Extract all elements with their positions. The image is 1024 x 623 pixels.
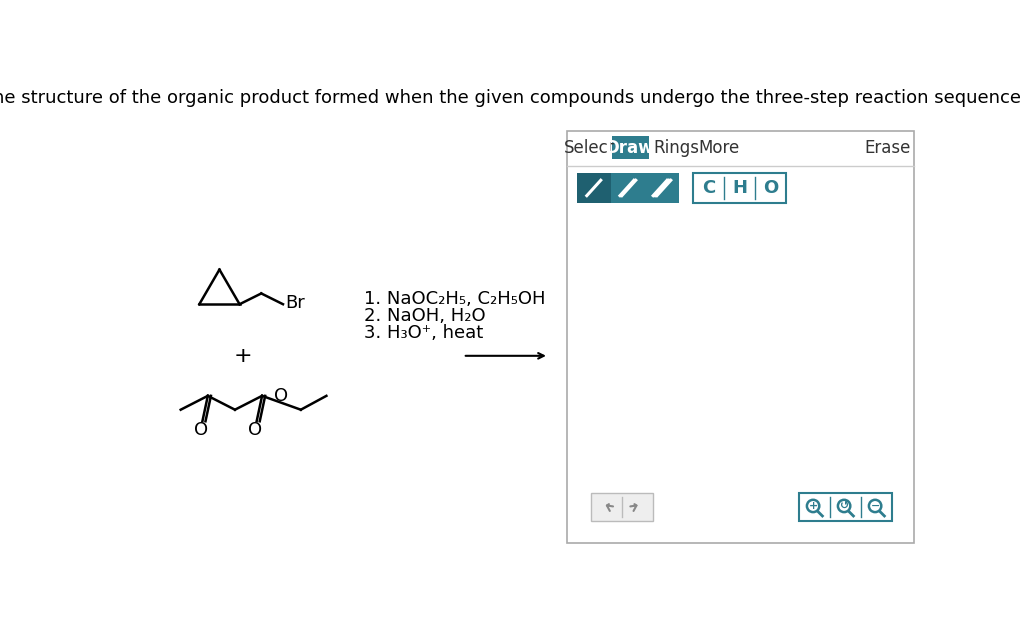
Bar <box>799 493 892 521</box>
Text: Draw: Draw <box>606 139 654 157</box>
Text: Draw the structure of the organic product formed when the given compounds underg: Draw the structure of the organic produc… <box>0 88 1024 107</box>
Text: +: + <box>233 346 252 366</box>
Text: O: O <box>763 179 778 197</box>
Text: Select: Select <box>563 139 614 157</box>
Bar <box>591 493 652 521</box>
Text: Rings: Rings <box>653 139 699 157</box>
Bar <box>612 136 649 159</box>
Bar <box>567 131 913 543</box>
Text: C: C <box>701 179 715 197</box>
Text: O: O <box>274 387 289 405</box>
Text: ↺: ↺ <box>840 501 849 511</box>
Bar <box>577 173 679 202</box>
Text: 1. NaOC₂H₅, C₂H₅OH: 1. NaOC₂H₅, C₂H₅OH <box>365 290 546 308</box>
Text: H: H <box>732 179 746 197</box>
Text: 2. NaOH, H₂O: 2. NaOH, H₂O <box>365 307 486 325</box>
Text: +: + <box>809 501 818 511</box>
Text: Br: Br <box>286 293 305 312</box>
Text: O: O <box>248 421 262 439</box>
Bar <box>577 173 611 202</box>
Text: O: O <box>194 421 208 439</box>
Text: More: More <box>698 139 739 157</box>
Bar <box>693 173 786 202</box>
Text: 3. H₃O⁺, heat: 3. H₃O⁺, heat <box>365 324 483 342</box>
Text: Erase: Erase <box>864 139 910 157</box>
Text: −: − <box>870 501 880 511</box>
